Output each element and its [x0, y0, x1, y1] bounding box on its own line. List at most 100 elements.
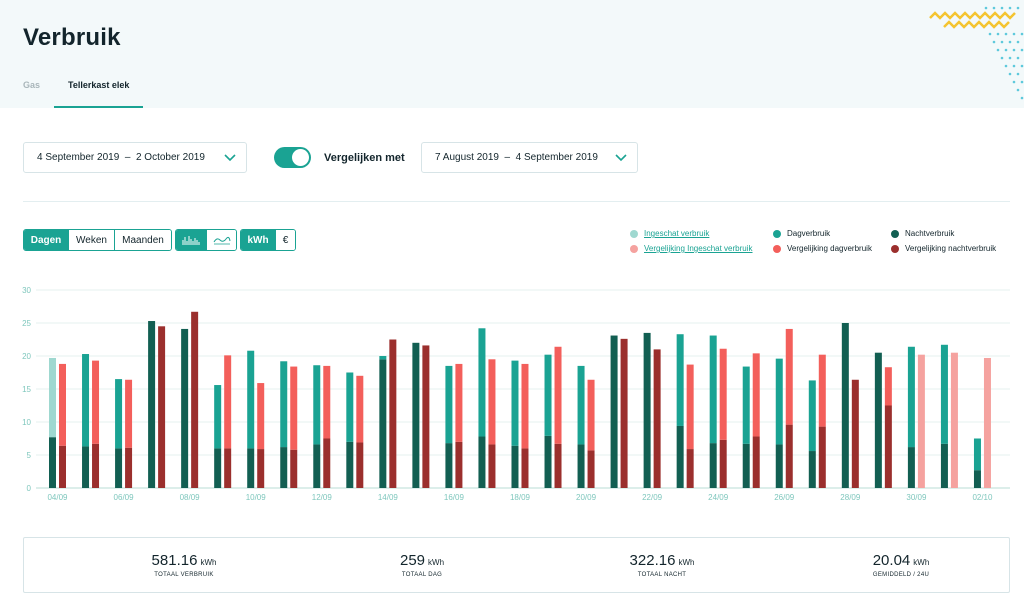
stat-value: 259: [399, 552, 426, 569]
line-chart-button[interactable]: [206, 230, 236, 250]
current-bar: [82, 446, 90, 488]
comparison-bar: [290, 366, 298, 450]
current-bar: [115, 448, 123, 488]
x-tick-label: 20/09: [576, 493, 597, 502]
comparison-bar: [719, 348, 727, 440]
current-bar: [181, 328, 189, 488]
compare-toggle[interactable]: [274, 147, 311, 168]
stat-label: GEMIDDELD / 24U: [872, 572, 930, 578]
legend-dot-icon: [891, 244, 899, 253]
comparison-bar: [554, 443, 562, 488]
y-tick-label: 10: [22, 418, 31, 427]
stat-value: 20.04: [872, 552, 911, 569]
stat-unit: kWh: [428, 558, 445, 567]
stat-unit: kWh: [200, 558, 217, 567]
comparison-bar: [92, 360, 100, 444]
current-bar: [676, 425, 684, 488]
period-select[interactable]: 4 September 2019 – 2 October 2019: [23, 142, 247, 173]
weken-button[interactable]: Weken: [68, 230, 114, 250]
comparison-bar: [521, 363, 529, 449]
tab-tellerkast-elek[interactable]: Tellerkast elek: [68, 80, 130, 90]
bar-chart-button[interactable]: [176, 230, 206, 250]
toggle-knob: [292, 149, 309, 166]
kwh-button[interactable]: kWh: [241, 230, 275, 250]
comparison-bar: [59, 445, 66, 488]
comparison-bar: [686, 364, 694, 450]
comparison-bar: [257, 383, 265, 450]
comparison-bar: [620, 338, 628, 488]
legend-dot-icon: [630, 244, 638, 253]
comparison-bar: [92, 443, 100, 488]
current-bar: [214, 448, 222, 488]
page-header: Verbruik Gas Tellerkast elek: [0, 0, 1024, 108]
chevron-down-icon: [224, 154, 236, 162]
x-tick-label: 28/09: [840, 493, 861, 502]
compare-period-value: 7 August 2019 – 4 September 2019: [435, 152, 598, 163]
chevron-down-icon: [615, 154, 627, 162]
x-tick-label: 18/09: [510, 493, 531, 502]
current-bar: [511, 360, 519, 446]
current-bar: [808, 380, 816, 452]
comparison-bar: [521, 448, 529, 488]
comparison-bar: [389, 339, 397, 488]
y-tick-label: 15: [22, 385, 31, 394]
comparison-bar: [884, 367, 892, 406]
x-tick-label: 02/10: [972, 493, 993, 502]
comparison-bar: [125, 447, 133, 488]
stat-label: TOTAAL NACHT: [637, 572, 687, 578]
y-tick-label: 30: [22, 286, 31, 295]
current-bar: [247, 448, 255, 488]
line-chart-icon: [213, 236, 230, 245]
stat-unit: kWh: [678, 558, 695, 567]
comparison-bar: [653, 349, 661, 488]
euro-button[interactable]: €: [275, 230, 295, 250]
current-bar: [412, 342, 420, 488]
maanden-button[interactable]: Maanden: [114, 230, 171, 250]
x-tick-label: 08/09: [180, 493, 201, 502]
legend-dot-icon: [891, 229, 899, 238]
comparison-bar: [587, 379, 595, 451]
legend-ingeschat[interactable]: Ingeschat verbruik: [630, 229, 709, 238]
comparison-bar: [59, 363, 66, 446]
current-bar: [841, 323, 849, 488]
current-bar: [115, 379, 123, 449]
current-bar: [709, 335, 717, 444]
legend-vgl-dag: Vergelijking dagverbruik: [773, 244, 872, 253]
legend-label: Vergelijking nachtverbruik: [905, 244, 997, 253]
current-bar: [808, 451, 816, 488]
stat-label: TOTAAL VERBRUIK: [154, 572, 214, 578]
compare-period-select[interactable]: 7 August 2019 – 4 September 2019: [421, 142, 638, 173]
current-bar: [940, 344, 948, 444]
comparison-bar: [224, 355, 232, 449]
page-title: Verbruik: [23, 24, 121, 51]
legend-vgl-ingeschat[interactable]: Vergelijking Ingeschat verbruik: [630, 244, 753, 253]
current-bar: [214, 385, 222, 449]
x-tick-label: 06/09: [114, 493, 135, 502]
comparison-bar: [917, 354, 925, 488]
x-tick-label: 24/09: [708, 493, 729, 502]
comparison-bar: [356, 375, 364, 443]
current-bar: [511, 445, 519, 488]
tab-gas[interactable]: Gas: [23, 80, 41, 90]
current-bar: [973, 438, 981, 471]
comparison-bar: [356, 442, 364, 488]
dagen-button[interactable]: Dagen: [24, 230, 68, 250]
current-bar: [676, 334, 684, 426]
comparison-bar: [422, 345, 430, 488]
legend-label: Dagverbruik: [787, 229, 831, 238]
comparison-bar: [719, 439, 727, 488]
x-tick-label: 12/09: [312, 493, 333, 502]
x-tick-label: 30/09: [906, 493, 927, 502]
x-tick-label: 22/09: [642, 493, 663, 502]
current-bar: [775, 358, 783, 445]
comparison-bar: [752, 436, 760, 488]
comparison-bar: [158, 326, 166, 488]
compare-label: Vergelijken met: [324, 152, 405, 164]
y-tick-label: 25: [22, 319, 31, 328]
comparison-bar: [950, 352, 958, 488]
current-bar: [610, 335, 618, 488]
y-tick-label: 0: [27, 484, 32, 493]
current-bar: [379, 359, 387, 488]
x-tick-label: 26/09: [774, 493, 795, 502]
current-bar: [82, 354, 90, 447]
